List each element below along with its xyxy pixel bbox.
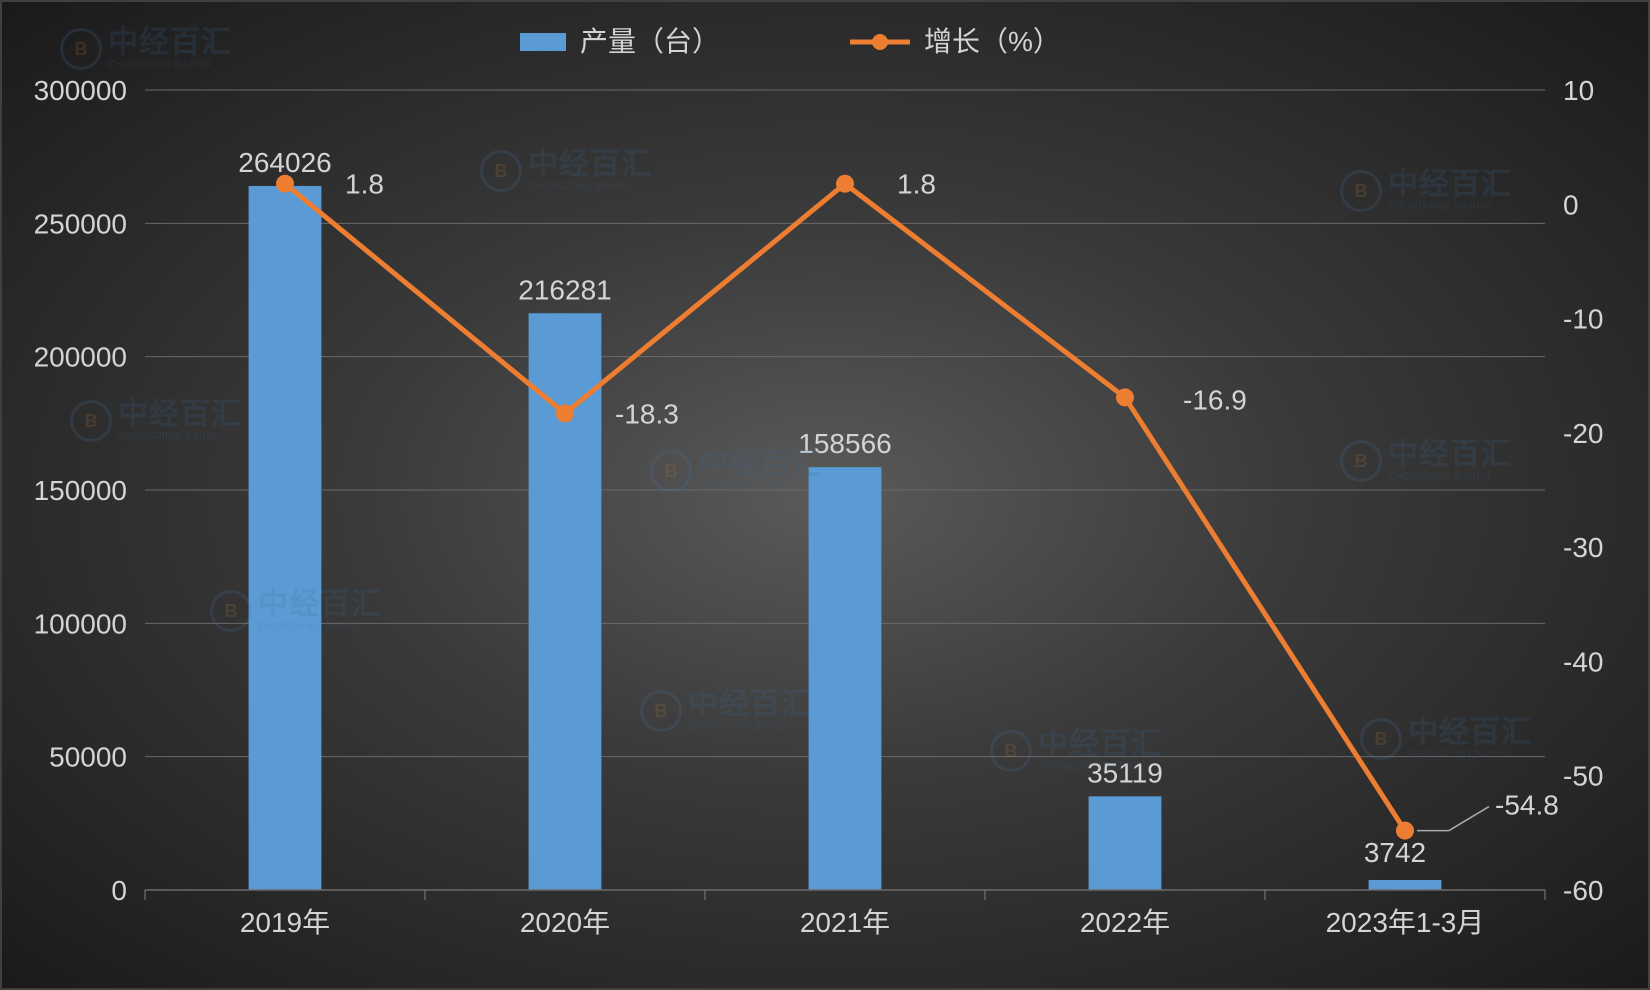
line-data-label: 1.8 [345, 169, 384, 200]
legend-label: 产量（台） [580, 26, 720, 57]
x-tick-label: 2021年 [800, 907, 890, 938]
y-right-tick-label: -50 [1563, 761, 1603, 792]
bar [1369, 880, 1442, 890]
line-data-label: -18.3 [615, 398, 679, 429]
bar-data-label: 35119 [1087, 757, 1163, 788]
y-left-tick-label: 250000 [34, 208, 127, 239]
legend-label: 增长（%） [924, 26, 1061, 57]
bar [249, 186, 322, 890]
y-right-tick-label: 10 [1563, 75, 1594, 106]
bar [809, 467, 882, 890]
bar-data-label: 158566 [798, 428, 891, 459]
y-left-tick-label: 300000 [34, 75, 127, 106]
y-right-tick-label: -20 [1563, 418, 1603, 449]
line-data-label: 1.8 [897, 169, 936, 200]
y-left-tick-label: 50000 [49, 742, 127, 773]
line-marker [1396, 822, 1414, 840]
line-marker [1116, 388, 1134, 406]
y-left-tick-label: 200000 [34, 342, 127, 373]
y-right-tick-label: -30 [1563, 532, 1603, 563]
x-tick-label: 2020年 [520, 907, 610, 938]
combo-chart: 0 50000 100000 150000 200000 250000 300000 -60 -… [0, 0, 1650, 990]
y-left-tick-label: 150000 [34, 475, 127, 506]
y-right-tick-label: -10 [1563, 304, 1603, 335]
line-data-label: -54.8 [1495, 790, 1559, 821]
bar-data-label: 3742 [1364, 837, 1426, 868]
x-tick-label: 2022年 [1080, 907, 1170, 938]
bar [529, 313, 602, 890]
chart-container: B 中经百汇 ZHONGJING BAIHUI B 中经百汇 ZHONGJING… [0, 0, 1650, 990]
bar [1089, 796, 1162, 890]
y-left-tick-label: 0 [111, 875, 127, 906]
y-left-tick-label: 100000 [34, 608, 127, 639]
y-right-tick-label: -40 [1563, 646, 1603, 677]
y-right-tick-label: 0 [1563, 189, 1579, 220]
leader-line [1449, 807, 1489, 831]
line-marker [276, 175, 294, 193]
legend-swatch-bar [520, 33, 566, 51]
bar-data-label: 264026 [238, 147, 331, 178]
line-marker [556, 404, 574, 422]
x-tick-label: 2023年1-3月 [1326, 907, 1485, 938]
legend-swatch-line-marker [872, 34, 888, 50]
line-marker [836, 175, 854, 193]
line-data-label: -16.9 [1183, 384, 1247, 415]
bar-data-label: 216281 [518, 274, 611, 305]
x-tick-label: 2019年 [240, 907, 330, 938]
y-right-tick-label: -60 [1563, 875, 1603, 906]
